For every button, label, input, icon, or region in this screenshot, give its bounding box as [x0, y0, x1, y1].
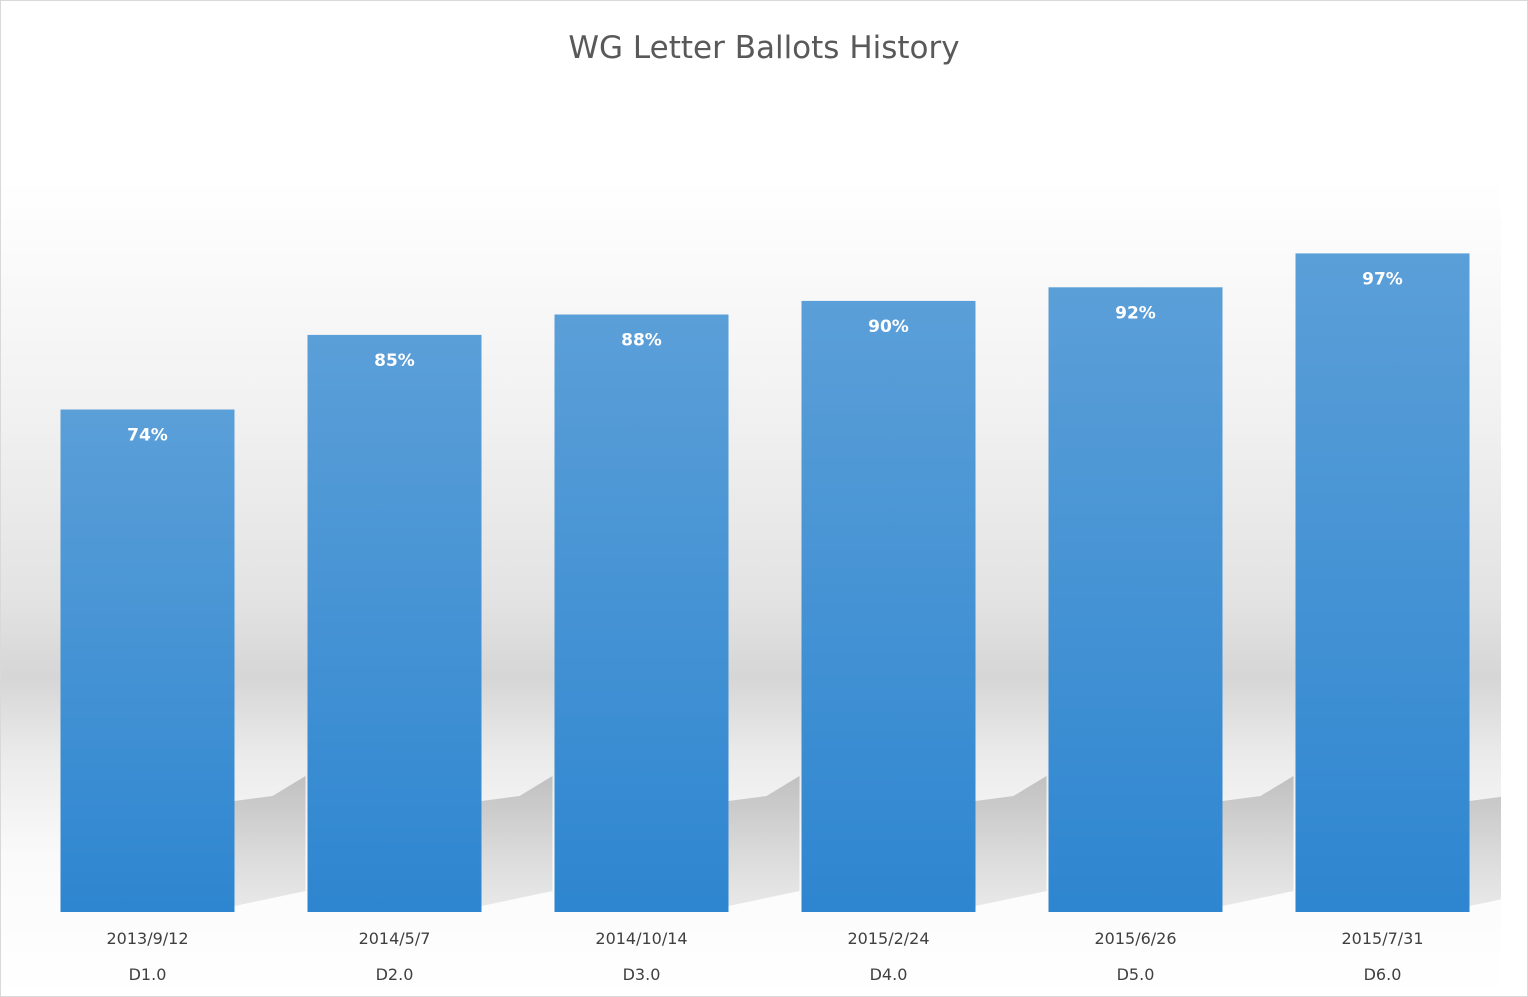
x-tick-date: 2015/6/26	[1094, 929, 1176, 948]
bar-shadow	[975, 776, 1047, 906]
x-tick-date: 2015/2/24	[847, 929, 929, 948]
data-label: 88%	[621, 331, 662, 351]
chart-title: WG Letter Ballots History	[568, 30, 959, 66]
x-tick-date: 2013/9/12	[106, 929, 188, 948]
x-tick-draft: D1.0	[129, 965, 167, 984]
bar	[307, 334, 482, 912]
bar	[554, 314, 729, 912]
data-label: 92%	[1115, 303, 1156, 323]
bar-shadows	[234, 1, 1527, 996]
x-axis-labels: 2013/9/12 D1.0 2014/5/7 D2.0 2014/10/14 D3.0 2…	[106, 929, 1423, 984]
x-tick-draft: D6.0	[1364, 965, 1402, 984]
bar-shadow	[481, 776, 553, 906]
bar-shadow	[234, 776, 306, 906]
x-tick-draft: D4.0	[870, 965, 908, 984]
data-label: 90%	[868, 317, 909, 337]
data-label: 97%	[1362, 269, 1403, 289]
x-tick-draft: D2.0	[376, 965, 414, 984]
x-tick-date: 2015/7/31	[1341, 929, 1423, 948]
bar-shadow	[728, 776, 800, 906]
x-tick-date: 2014/5/7	[359, 929, 431, 948]
bars-group	[60, 253, 1470, 912]
data-labels-group: 74% 85% 88% 90% 92% 97%	[127, 269, 1403, 445]
right-margin	[1501, 1, 1527, 996]
bar	[1048, 287, 1223, 912]
data-label: 74%	[127, 426, 168, 446]
x-tick-date: 2014/10/14	[595, 929, 687, 948]
bar	[60, 409, 235, 912]
bar-shadow	[1222, 776, 1294, 906]
x-tick-draft: D5.0	[1117, 965, 1155, 984]
data-label: 85%	[374, 351, 415, 371]
bar	[1295, 253, 1470, 912]
bar	[801, 300, 976, 912]
x-tick-draft: D3.0	[623, 965, 661, 984]
